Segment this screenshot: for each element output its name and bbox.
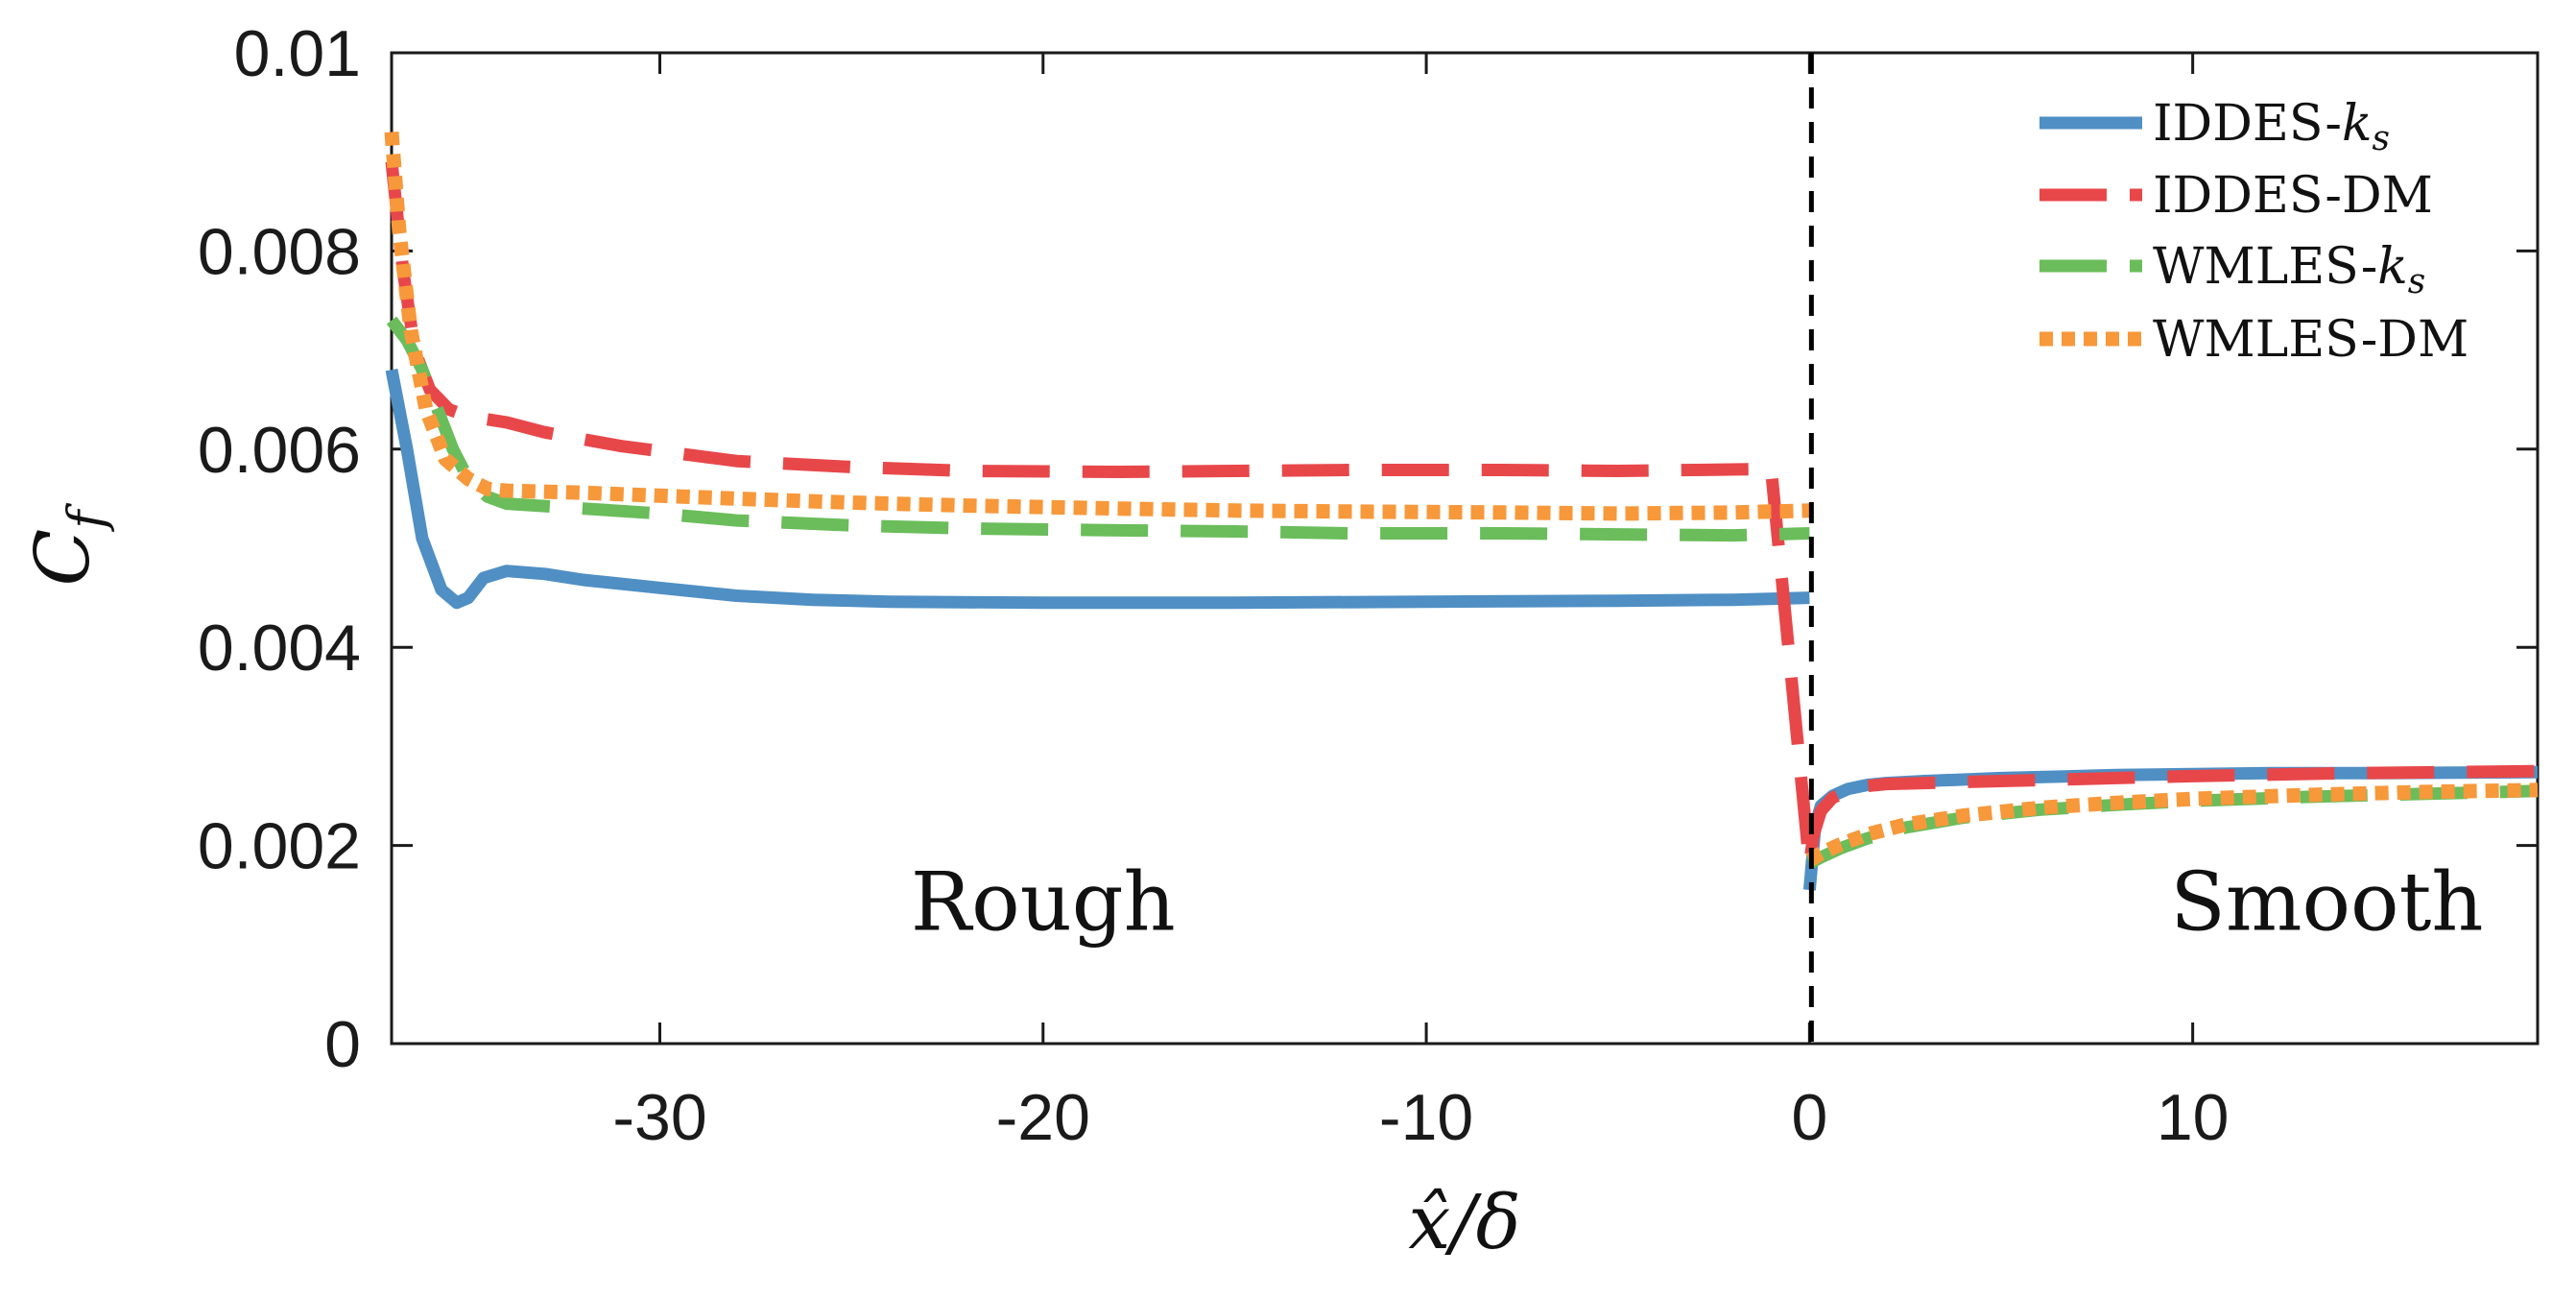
legend-label-3: WMLES-ks xyxy=(2153,238,2425,301)
plot-frame xyxy=(390,51,2540,1046)
region-label-rough: Rough xyxy=(911,854,1176,949)
y-tick-label: 0.004 xyxy=(198,612,361,685)
y-tick-label: 0 xyxy=(324,1008,361,1081)
x-axis-label: x̂/δ xyxy=(1408,1180,1520,1266)
series-line-2 xyxy=(385,160,2539,872)
y-tick-label: 0.006 xyxy=(198,414,361,487)
legend-label-2: IDDES-DM xyxy=(2153,167,2433,225)
legend: IDDES-ks IDDES-DM WMLES-ks WMLES-DM xyxy=(2039,95,2469,369)
legend-label-1: IDDES-ks xyxy=(2153,95,2390,158)
y-tick-label: 0.002 xyxy=(198,810,361,883)
x-tick-label: 10 xyxy=(2157,1081,2230,1154)
y-tick-label: 0.01 xyxy=(234,17,361,90)
region-label-smooth: Smooth xyxy=(2170,854,2483,949)
x-tick-label: 0 xyxy=(1791,1081,1827,1154)
region-annotations: Rough Smooth xyxy=(911,854,2484,949)
axis-tick-labels: -30 -20 -10 0 10 0 0.002 0.004 0.006 0.008 0.01 xyxy=(198,17,2230,1154)
series-line-4 xyxy=(384,132,2539,867)
x-tick-label: -20 xyxy=(996,1081,1090,1154)
series-layer xyxy=(384,132,2539,891)
x-tick-label: -30 xyxy=(612,1081,706,1154)
x-tick-label: -10 xyxy=(1379,1081,1473,1154)
y-axis-label: Cf xyxy=(20,503,116,587)
legend-label-4: WMLES-DM xyxy=(2153,311,2469,369)
y-tick-label: 0.008 xyxy=(198,215,361,288)
